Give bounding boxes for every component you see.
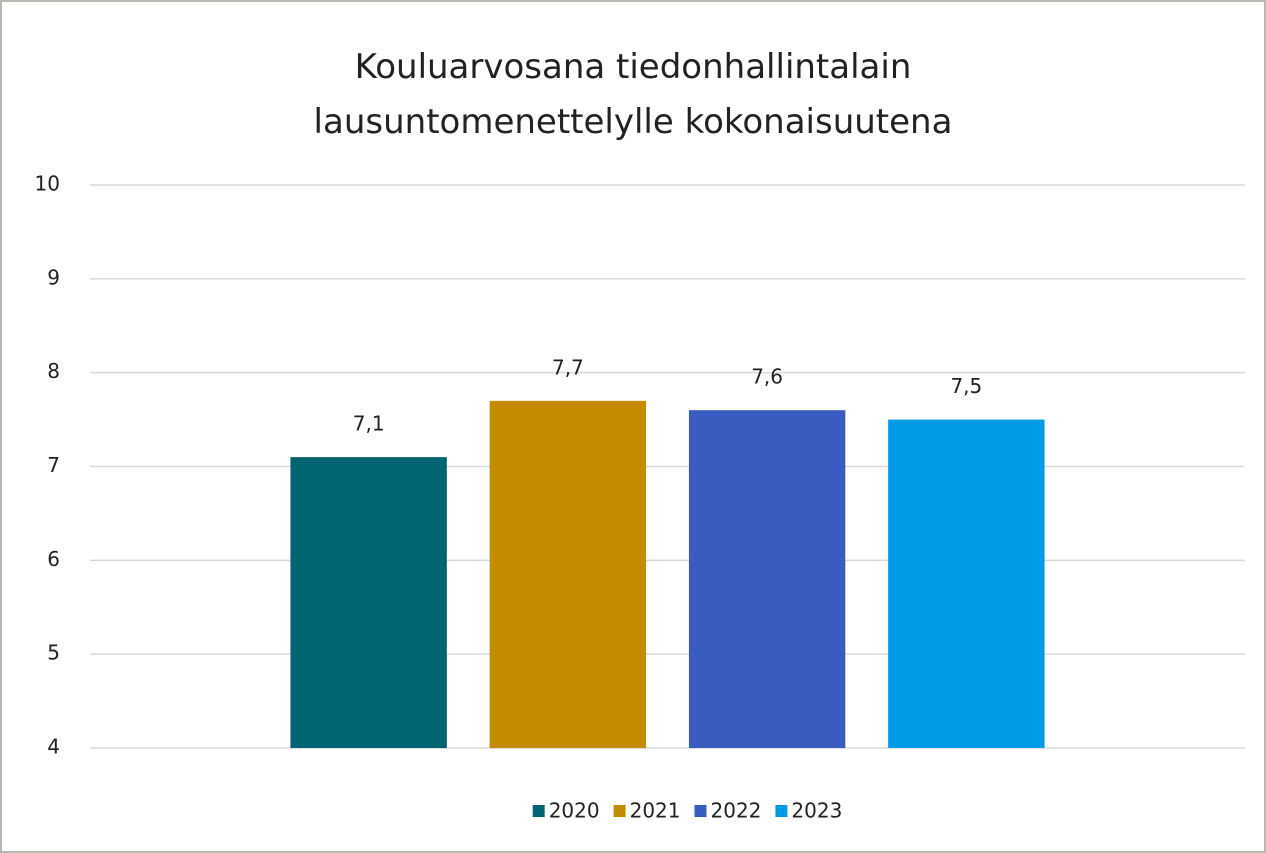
y-tick-label: 4 bbox=[47, 735, 60, 759]
legend-label: 2023 bbox=[791, 799, 842, 823]
data-label: 7,1 bbox=[353, 412, 385, 436]
bar bbox=[688, 410, 846, 748]
legend-label: 2020 bbox=[549, 799, 600, 823]
legend-label: 2021 bbox=[630, 799, 681, 823]
legend-swatch bbox=[532, 805, 545, 817]
y-tick-label: 9 bbox=[47, 265, 60, 289]
legend-swatch bbox=[613, 805, 626, 817]
legend-swatch bbox=[775, 805, 788, 817]
y-tick-label: 10 bbox=[35, 172, 60, 196]
y-tick-label: 6 bbox=[47, 547, 60, 571]
legend-label: 2022 bbox=[711, 799, 762, 823]
data-label: 7,6 bbox=[751, 365, 783, 389]
bar bbox=[489, 400, 647, 748]
legend-swatch bbox=[694, 805, 707, 817]
bar bbox=[888, 419, 1045, 748]
data-label: 7,7 bbox=[552, 355, 584, 379]
y-tick-label: 8 bbox=[47, 359, 60, 383]
y-tick-label: 7 bbox=[47, 453, 60, 477]
y-tick-label: 5 bbox=[47, 641, 60, 665]
bar bbox=[290, 457, 447, 748]
chart-title: Kouluarvosana tiedonhallintalain lausunt… bbox=[313, 47, 953, 142]
data-label: 7,5 bbox=[950, 374, 982, 398]
